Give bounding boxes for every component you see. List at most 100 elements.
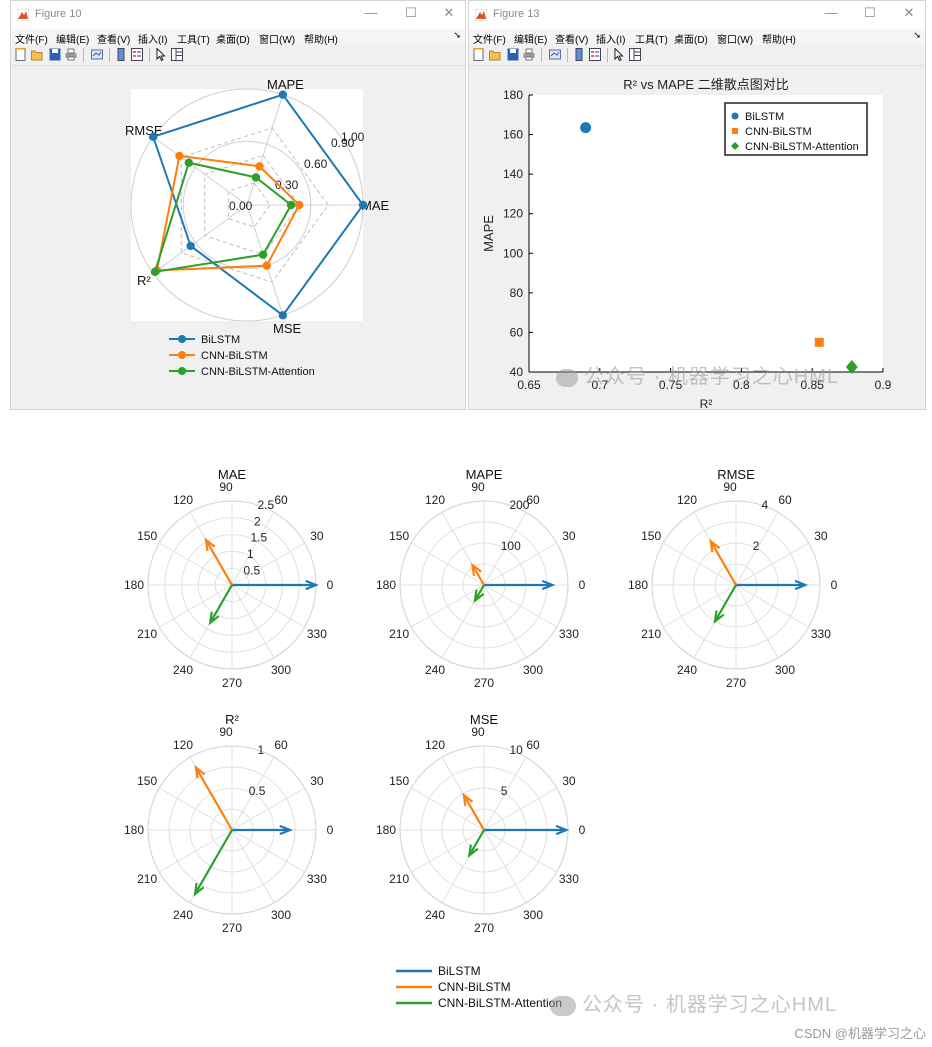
compass-spoke <box>231 584 275 658</box>
menu-file[interactable]: 文件(F) <box>15 35 48 46</box>
print-icon[interactable] <box>65 48 77 61</box>
scatter-point <box>845 360 858 375</box>
x-axis-label: R² <box>700 397 713 410</box>
compass-arrow-head <box>713 610 725 624</box>
compass-angle-label: 120 <box>173 738 193 752</box>
menu-edit[interactable]: 编辑(E) <box>56 35 90 46</box>
colorbar-icon[interactable] <box>573 48 585 61</box>
menu-bar: 文件(F) 编辑(E) 查看(V) 插入(I) 工具(T) 桌面(D) 窗口(W… <box>469 29 925 46</box>
new-figure-icon[interactable] <box>473 48 485 61</box>
maximize-button[interactable]: ☐ <box>405 5 417 20</box>
dock-arrow-icon[interactable]: ➘ <box>453 30 461 40</box>
menu-edit[interactable]: 编辑(E) <box>514 35 548 46</box>
y-tick-label: 80 <box>510 286 524 300</box>
open-file-icon[interactable] <box>31 48 43 61</box>
compass-arrow-head <box>467 844 479 859</box>
compass-spoke <box>159 787 233 831</box>
save-icon[interactable] <box>49 48 61 61</box>
figure-window-10: Figure 10 — ☐ ✕ 文件(F) 编辑(E) 查看(V) 插入(I) … <box>10 0 466 410</box>
menu-insert[interactable]: 插入(I) <box>596 35 626 46</box>
legend-label: BiLSTM <box>438 964 481 978</box>
y-axis-label: MAPE <box>481 215 496 252</box>
property-inspector-icon[interactable] <box>171 48 183 61</box>
toolbar-separator <box>109 48 110 62</box>
close-button[interactable]: ✕ <box>443 5 455 20</box>
menu-window[interactable]: 窗口(W) <box>259 35 296 46</box>
compass-spoke <box>231 512 275 586</box>
link-plot-icon[interactable] <box>91 48 103 61</box>
radar-axis-label: MAE <box>361 198 390 213</box>
new-figure-icon[interactable] <box>15 48 27 61</box>
compass-angle-label: 300 <box>523 908 543 922</box>
close-button[interactable]: ✕ <box>903 5 915 20</box>
compass-arrow <box>205 539 233 586</box>
toolbar-separator <box>607 48 608 62</box>
compass-title: MAE <box>218 467 247 482</box>
menu-view[interactable]: 查看(V) <box>97 35 131 46</box>
maximize-button[interactable]: ☐ <box>864 5 876 20</box>
minimize-button[interactable]: — <box>824 5 838 20</box>
menu-desktop[interactable]: 桌面(D) <box>674 35 708 46</box>
save-icon[interactable] <box>507 48 519 61</box>
menu-window[interactable]: 窗口(W) <box>717 35 754 46</box>
colorbar-icon[interactable] <box>115 48 127 61</box>
dock-arrow-icon[interactable]: ➘ <box>913 30 921 40</box>
radar-spoke <box>246 204 284 316</box>
compass-angle-label: 120 <box>677 493 697 507</box>
compass-arrow-head <box>541 579 556 591</box>
compass-spoke <box>231 829 275 903</box>
compass-spoke <box>231 757 275 831</box>
compass-radial-label: 100 <box>501 539 521 553</box>
link-plot-icon[interactable] <box>549 48 561 61</box>
legend-label: BiLSTM <box>201 334 240 346</box>
compass-angle-label: 270 <box>222 676 242 690</box>
watermark-text: 公众号 · 机器学习之心HML <box>582 994 837 1016</box>
scatter-chart: 40 60 80 100 120 140 160 180 0.65 0.7 0.75 0.8 0.85 0… <box>481 77 892 410</box>
menu-help[interactable]: 帮助(H) <box>762 35 796 46</box>
compass-angle-label: 180 <box>376 578 396 592</box>
compass-arrow-head <box>193 882 205 897</box>
title-bar: Figure 10 — ☐ ✕ <box>11 1 465 29</box>
compass-spoke <box>735 512 779 586</box>
menu-file[interactable]: 文件(F) <box>473 35 506 46</box>
radar-point <box>186 241 195 251</box>
property-inspector-icon[interactable] <box>629 48 641 61</box>
menu-view[interactable]: 查看(V) <box>555 35 589 46</box>
legend-label: CNN-BiLSTM-Attention <box>745 141 859 153</box>
compass-angle-label: 210 <box>641 627 661 641</box>
print-icon[interactable] <box>523 48 535 61</box>
legend-marker <box>178 367 186 375</box>
legend-icon[interactable] <box>131 48 143 61</box>
csdn-credit: CSDN @机器学习之心 <box>794 1026 926 1041</box>
menu-insert[interactable]: 插入(I) <box>138 35 168 46</box>
open-file-icon[interactable] <box>489 48 501 61</box>
compass-angle-label: 30 <box>562 774 576 788</box>
menu-desktop[interactable]: 桌面(D) <box>216 35 250 46</box>
legend-icon[interactable] <box>589 48 601 61</box>
x-tick-label: 0.85 <box>801 378 825 392</box>
legend-marker <box>732 128 738 134</box>
legend-marker <box>731 142 739 150</box>
compass-angle-label: 150 <box>137 529 157 543</box>
legend-label: CNN-BiLSTM <box>201 350 268 362</box>
compass-angle-label: 210 <box>137 872 157 886</box>
compass-spoke <box>483 829 527 903</box>
compass-angle-label: 330 <box>811 627 831 641</box>
compass-angle-label: 60 <box>274 493 288 507</box>
menu-tools[interactable]: 工具(T) <box>635 35 668 46</box>
title-bar: Figure 13 — ☐ ✕ <box>469 1 925 29</box>
legend-label: CNN-BiLSTM <box>438 980 511 994</box>
pointer-icon[interactable] <box>155 48 167 61</box>
radar-ring-label: 0.00 <box>229 199 253 213</box>
compass-spoke <box>231 829 305 873</box>
compass-angle-label: 0 <box>327 578 334 592</box>
compass-plot-R²: 0 30 60 90 120 150 180 210 240 270 300 330 0.5 1 R² <box>124 712 334 935</box>
watermark-top: 公众号 · 机器学习之心HML <box>556 360 839 389</box>
pointer-icon[interactable] <box>613 48 625 61</box>
menu-help[interactable]: 帮助(H) <box>304 35 338 46</box>
menu-tools[interactable]: 工具(T) <box>177 35 210 46</box>
compass-angle-label: 180 <box>124 823 144 837</box>
compass-angle-label: 270 <box>726 676 746 690</box>
compass-title: MSE <box>470 712 499 727</box>
minimize-button[interactable]: — <box>364 5 378 20</box>
